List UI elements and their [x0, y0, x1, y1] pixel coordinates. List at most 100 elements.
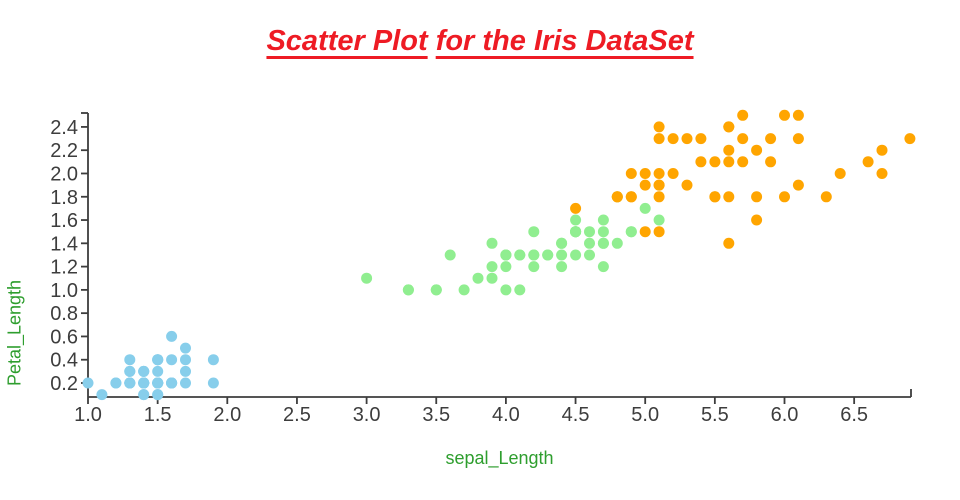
data-point-green-cluster [570, 249, 582, 261]
data-point-orange-cluster [737, 109, 749, 121]
x-tick-label: 1.5 [144, 404, 172, 426]
data-point-green-cluster [486, 237, 498, 249]
data-point-orange-cluster [681, 133, 693, 145]
data-point-green-cluster [584, 237, 595, 249]
data-point-green-cluster [556, 249, 568, 261]
data-point-orange-cluster [625, 191, 637, 203]
data-point-orange-cluster [792, 179, 804, 191]
data-point-green-cluster [472, 272, 484, 284]
y-tick-label: 1.8 [50, 187, 78, 209]
data-point-green-cluster [500, 261, 512, 273]
data-point-orange-cluster [751, 214, 763, 226]
data-point-green-cluster [361, 272, 373, 284]
chart-title-part1: Scatter Plot [266, 25, 428, 57]
x-axis-label: sepal_Length [445, 448, 554, 468]
x-tick-label: 4.0 [492, 404, 520, 426]
data-point-orange-cluster [695, 156, 707, 168]
data-point-orange-cluster [876, 168, 888, 179]
data-point-blue-cluster [138, 365, 150, 377]
data-point-green-cluster [570, 226, 582, 238]
data-point-blue-cluster [152, 389, 164, 401]
data-point-green-cluster [486, 261, 498, 273]
data-point-green-cluster [500, 249, 512, 261]
y-tick-label: 0.8 [50, 303, 78, 325]
y-tick-label: 0.6 [50, 326, 78, 348]
data-point-green-cluster [430, 284, 442, 296]
x-tick-label: 6.0 [771, 404, 799, 426]
data-point-blue-cluster [166, 330, 178, 342]
data-point-blue-cluster [180, 365, 191, 377]
data-point-green-cluster [514, 249, 526, 261]
data-point-green-cluster [625, 226, 637, 238]
data-point-blue-cluster [180, 377, 191, 389]
y-tick-label: 0.2 [50, 373, 78, 395]
data-point-green-cluster [611, 237, 623, 249]
data-point-orange-cluster [653, 133, 665, 145]
data-point-green-cluster [486, 272, 498, 284]
data-point-green-cluster [528, 226, 540, 238]
x-tick-label: 3.5 [422, 404, 450, 426]
data-point-blue-cluster [124, 365, 136, 377]
x-tick-label: 4.5 [562, 404, 590, 426]
data-point-blue-cluster [124, 377, 136, 389]
chart-title: Scatter Plot for the Iris DataSet [0, 25, 960, 58]
y-tick-label: 1.2 [50, 257, 78, 279]
data-point-orange-cluster [709, 156, 721, 168]
data-point-orange-cluster [611, 191, 623, 203]
data-point-orange-cluster [834, 168, 846, 179]
data-point-green-cluster [597, 214, 609, 226]
data-point-blue-cluster [166, 354, 178, 366]
x-tick-label: 2.0 [213, 404, 241, 426]
data-point-green-cluster [653, 214, 665, 226]
data-point-blue-cluster [138, 389, 150, 401]
data-point-orange-cluster [653, 179, 665, 191]
data-point-orange-cluster [820, 191, 832, 203]
y-tick-label: 1.4 [50, 233, 78, 255]
data-point-orange-cluster [779, 191, 790, 203]
data-point-green-cluster [458, 284, 470, 296]
data-point-orange-cluster [639, 168, 651, 179]
x-tick-label: 3.0 [353, 404, 381, 426]
y-tick-label: 1.6 [50, 210, 78, 232]
y-tick-label: 0.4 [50, 350, 78, 372]
x-tick-label: 6.5 [840, 404, 868, 426]
data-point-orange-cluster [765, 133, 777, 145]
data-point-blue-cluster [207, 377, 219, 389]
data-point-orange-cluster [653, 168, 665, 179]
data-point-green-cluster [597, 261, 609, 273]
data-point-blue-cluster [152, 377, 164, 389]
data-point-orange-cluster [904, 133, 916, 145]
data-point-orange-cluster [792, 133, 804, 145]
y-tick-label: 2.4 [50, 117, 78, 139]
y-axis-label: Petal_Length [4, 279, 25, 387]
data-point-blue-cluster [166, 377, 178, 389]
data-point-green-cluster [570, 214, 582, 226]
data-point-green-cluster [528, 249, 540, 261]
data-point-orange-cluster [876, 144, 888, 156]
data-point-green-cluster [514, 284, 526, 296]
data-point-green-cluster [542, 249, 554, 261]
x-tick-label: 5.0 [631, 404, 659, 426]
data-point-green-cluster [639, 202, 651, 214]
data-point-orange-cluster [723, 144, 735, 156]
data-point-orange-cluster [570, 202, 582, 214]
data-point-green-cluster [500, 284, 512, 296]
data-point-green-cluster [597, 237, 609, 249]
data-point-orange-cluster [653, 191, 665, 203]
data-point-orange-cluster [723, 237, 735, 249]
data-point-orange-cluster [639, 226, 651, 238]
data-point-orange-cluster [653, 121, 665, 133]
data-point-orange-cluster [653, 226, 665, 238]
x-tick-label: 2.5 [283, 404, 311, 426]
data-point-orange-cluster [751, 191, 763, 203]
data-point-green-cluster [402, 284, 414, 296]
data-point-blue-cluster [180, 342, 191, 354]
data-point-green-cluster [556, 261, 568, 273]
data-point-orange-cluster [639, 179, 651, 191]
data-point-orange-cluster [695, 133, 707, 145]
data-point-green-cluster [584, 249, 595, 261]
data-point-orange-cluster [737, 133, 749, 145]
data-point-orange-cluster [779, 109, 790, 121]
